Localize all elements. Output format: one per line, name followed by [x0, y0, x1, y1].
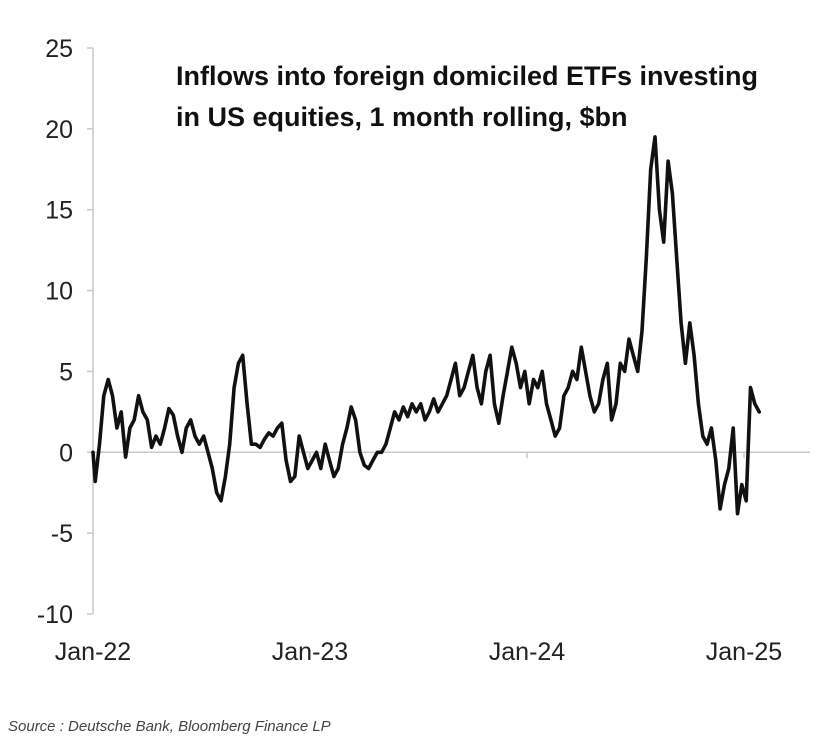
y-tick-label: -5	[51, 520, 73, 548]
series-layer	[91, 135, 761, 516]
source-note: Source : Deutsche Bank, Bloomberg Financ…	[8, 718, 331, 735]
axes	[92, 48, 810, 614]
chart-title-line-1: Inflows into foreign domiciled ETFs inve…	[176, 61, 758, 91]
y-tick-label: 15	[45, 197, 73, 225]
y-tick-label: 5	[59, 358, 73, 386]
y-tick-label: -10	[37, 601, 73, 629]
x-tick-label: Jan-25	[706, 638, 782, 666]
y-tick-label: 20	[45, 116, 73, 144]
x-tick-label: Jan-24	[489, 638, 566, 666]
y-axis-ticks: 25 20 15 10 5 0 -5 -10	[37, 35, 93, 629]
y-tick-label: 0	[59, 439, 73, 467]
y-tick-label: 10	[45, 278, 73, 306]
x-tick-label: Jan-22	[55, 638, 131, 666]
series-line	[91, 135, 761, 516]
x-axis-ticks: Jan-22 Jan-23 Jan-24 Jan-25	[55, 452, 782, 666]
y-tick-label: 25	[45, 35, 73, 63]
chart-title-line-2: in US equities, 1 month rolling, $bn	[176, 102, 628, 132]
x-tick-label: Jan-23	[272, 638, 348, 666]
